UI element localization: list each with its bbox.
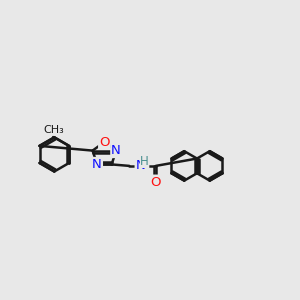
Text: N: N — [92, 158, 102, 171]
Text: CH₃: CH₃ — [43, 125, 64, 135]
Text: N: N — [136, 159, 146, 172]
Text: O: O — [151, 176, 161, 189]
Text: H: H — [140, 155, 149, 168]
Text: N: N — [111, 144, 121, 157]
Text: O: O — [99, 136, 110, 148]
